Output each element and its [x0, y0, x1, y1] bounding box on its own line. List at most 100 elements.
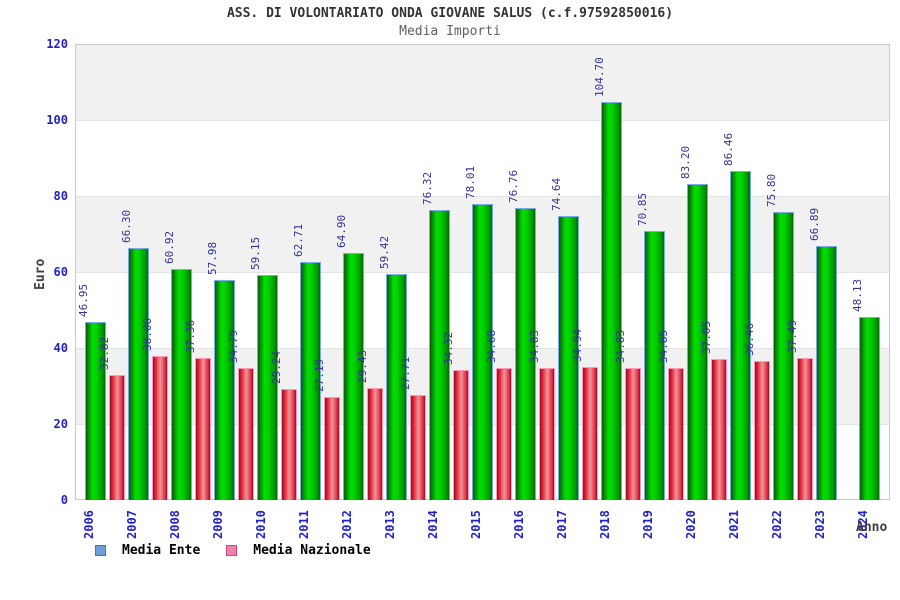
- legend: Media Ente Media Nazionale: [95, 542, 397, 558]
- bar-value-label: 34.83: [614, 329, 627, 363]
- bar-media-nazionale-2010: [281, 388, 297, 500]
- x-tick-label: 2022: [770, 510, 784, 539]
- bar-value-label: 57.98: [206, 241, 219, 275]
- bar-media-ente-2012: [343, 253, 364, 500]
- bar-value-label: 104.70: [593, 57, 606, 98]
- x-tick-label: 2015: [469, 510, 483, 539]
- bar-value-label: 66.30: [120, 209, 133, 244]
- bar-media-ente-2007: [128, 248, 149, 500]
- bar-media-nazionale-2011: [324, 396, 340, 500]
- bar-media-nazionale-2015: [496, 368, 512, 500]
- bar-value-label: 59.42: [378, 236, 391, 270]
- bar-value-label: 66.89: [808, 207, 821, 241]
- bar-value-label: 62.71: [292, 223, 305, 257]
- bar-media-ente-2024: [859, 317, 880, 500]
- bar-media-ente-2013: [386, 274, 407, 500]
- legend-label-media-ente: Media Ente: [122, 542, 201, 558]
- y-tick-label: 120: [46, 37, 68, 51]
- bar-media-ente-2023: [816, 245, 837, 500]
- bar-media-nazionale-2019: [668, 367, 684, 500]
- bar-value-label: 76.76: [507, 170, 520, 204]
- x-tick-label: 2018: [598, 510, 612, 539]
- y-axis-label: Euro: [33, 258, 48, 290]
- bar-value-label: 74.64: [550, 178, 563, 212]
- bar-value-label: 34.85: [657, 329, 670, 363]
- bar-media-nazionale-2021: [754, 361, 770, 500]
- bar-media-nazionale-2013: [410, 394, 426, 500]
- bar-value-label: 37.05: [700, 321, 713, 355]
- gridline: [76, 120, 889, 121]
- bar-media-ente-2006: [85, 321, 106, 500]
- y-tick-label: 20: [53, 417, 68, 431]
- bar-value-label: 37.49: [786, 319, 799, 353]
- bar-value-label: 34.68: [485, 330, 498, 364]
- bar-value-label: 59.15: [249, 237, 262, 271]
- bar-media-ente-2014: [429, 209, 450, 500]
- x-tick-label: 2013: [383, 510, 397, 539]
- bar-value-label: 38.00: [141, 317, 154, 351]
- bar-value-label: 29.43: [356, 350, 369, 384]
- x-tick-label: 2019: [641, 510, 655, 539]
- x-tick-label: 2020: [684, 510, 698, 539]
- x-tick-label: 2014: [426, 510, 440, 539]
- bar-value-label: 75.80: [765, 173, 778, 207]
- y-tick-label: 40: [53, 341, 68, 355]
- bar-media-ente-2008: [171, 268, 192, 500]
- bar-value-label: 34.32: [442, 331, 455, 365]
- chart-title: ASS. DI VOLONTARIATO ONDA GIOVANE SALUS …: [226, 6, 674, 21]
- bar-media-ente-2017: [558, 216, 579, 500]
- bar-media-nazionale-2016: [539, 367, 555, 500]
- y-tick-label: 0: [60, 493, 68, 507]
- y-tick-label: 100: [46, 113, 68, 127]
- y-tick-label: 80: [53, 189, 68, 203]
- bar-value-label: 34.79: [227, 329, 240, 363]
- x-tick-label: 2016: [512, 510, 526, 539]
- bar-media-nazionale-2012: [367, 388, 383, 500]
- bar-value-label: 29.24: [270, 350, 283, 384]
- legend-item-media-nazionale: Media Nazionale: [226, 542, 371, 558]
- bar-media-ente-2009: [214, 279, 235, 500]
- bar-media-ente-2018: [601, 102, 622, 500]
- media-ente-swatch: [95, 544, 106, 556]
- legend-item-media-ente: Media Ente: [95, 543, 200, 558]
- x-tick-label: 2012: [340, 510, 354, 539]
- bar-media-nazionale-2006: [109, 375, 125, 500]
- bar-value-label: 32.82: [98, 337, 111, 371]
- bar-media-ente-2022: [773, 211, 794, 500]
- bar-value-label: 27.71: [399, 356, 412, 390]
- bar-value-label: 34.83: [528, 329, 541, 363]
- chart-subtitle: Media Importi: [399, 24, 501, 39]
- bar-media-nazionale-2018: [625, 367, 641, 500]
- bar-media-nazionale-2017: [582, 367, 598, 500]
- bar-value-label: 76.32: [421, 171, 434, 205]
- bar-media-ente-2016: [515, 208, 536, 500]
- y-tick-label: 60: [53, 265, 68, 279]
- bar-media-ente-2010: [257, 275, 278, 500]
- x-tick-label: 2017: [555, 510, 569, 539]
- bar-media-nazionale-2008: [195, 358, 211, 500]
- bar-value-label: 36.46: [743, 323, 756, 357]
- x-tick-label: 2008: [168, 510, 182, 539]
- bar-value-label: 60.92: [163, 230, 176, 264]
- bar-value-label: 78.01: [464, 165, 477, 199]
- bar-value-label: 64.90: [335, 215, 348, 249]
- x-tick-label: 2021: [727, 510, 741, 539]
- bar-value-label: 46.95: [77, 283, 90, 317]
- bar-value-label: 70.85: [636, 192, 649, 226]
- gridline: [76, 196, 889, 197]
- legend-label-media-nazionale: Media Nazionale: [253, 542, 371, 558]
- bar-media-nazionale-2020: [711, 359, 727, 500]
- bar-value-label: 83.20: [679, 145, 692, 179]
- media-nazionale-swatch: [226, 544, 238, 556]
- x-tick-label: 2007: [125, 510, 139, 539]
- x-tick-label: 2011: [297, 510, 311, 539]
- x-tick-label: 2006: [82, 510, 96, 539]
- x-tick-label: 2010: [254, 510, 268, 539]
- bar-media-ente-2020: [687, 183, 708, 500]
- bar-value-label: 34.94: [571, 329, 584, 363]
- bar-media-nazionale-2022: [797, 357, 813, 500]
- bar-value-label: 37.36: [184, 319, 197, 354]
- bar-media-ente-2019: [644, 230, 665, 500]
